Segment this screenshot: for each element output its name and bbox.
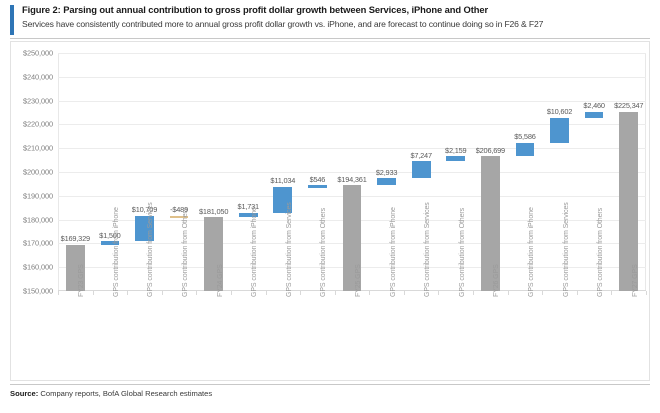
bar-value-label: $2,460	[583, 101, 605, 111]
y-axis-tick-label: $160,000	[22, 262, 53, 272]
increase-bar[interactable]	[515, 142, 535, 157]
source-note: Source: Company reports, BofA Global Res…	[10, 389, 212, 398]
y-axis-tick-label: $230,000	[22, 96, 53, 106]
x-axis-tick	[300, 291, 302, 295]
x-axis-category-label: GPS contribution from iPhone	[389, 207, 397, 297]
accent-bar-icon	[10, 5, 14, 35]
increase-bar[interactable]	[135, 215, 154, 242]
source-text: Company reports, BofA Global Research es…	[40, 389, 213, 398]
bar-value-label: $206,699	[475, 145, 505, 155]
x-axis-category-label: GPS contribution from iPhone	[527, 207, 535, 297]
bar-value-label: $10,709	[131, 205, 158, 215]
bar-value-label: -$489	[170, 205, 188, 215]
bar-value-label: $181,050	[199, 206, 229, 216]
x-axis-tick	[92, 291, 94, 295]
figure-title: Figure 2: Parsing out annual contributio…	[22, 4, 489, 15]
total-bar[interactable]	[481, 156, 500, 291]
increase-bar[interactable]	[273, 186, 293, 213]
increase-bar[interactable]	[377, 178, 396, 186]
increase-bar[interactable]	[584, 111, 604, 118]
x-axis-category-label: FY27 GPS	[631, 264, 639, 297]
bar-value-label: $5,586	[514, 132, 536, 142]
header-divider	[10, 38, 650, 39]
x-axis-tick	[646, 291, 647, 295]
increase-bar[interactable]	[446, 156, 466, 162]
x-axis-category-label: FY24 GPS	[216, 264, 224, 297]
x-axis-category-label: GPS contribution from Services	[147, 202, 155, 297]
x-axis-tick	[369, 291, 371, 295]
x-axis-category-label: GPS contribution from Others	[597, 207, 605, 297]
y-axis-tick-label: $170,000	[22, 238, 53, 248]
total-bar[interactable]	[342, 185, 362, 291]
bar-value-label: $1,500	[99, 230, 121, 240]
gridline	[58, 148, 646, 150]
bar-value-label: $7,247	[410, 150, 432, 160]
x-axis-tick	[265, 291, 267, 295]
x-axis-category-label: FY26 GPS	[493, 264, 501, 297]
y-axis-tick-label: $210,000	[22, 143, 53, 153]
x-axis-tick	[611, 291, 613, 295]
figure-header: Figure 2: Parsing out annual contributio…	[10, 4, 650, 40]
x-axis-tick	[196, 291, 198, 295]
x-axis-tick	[334, 291, 336, 295]
x-axis-tick	[230, 291, 232, 295]
gridline	[58, 124, 646, 126]
gridline	[58, 100, 646, 102]
x-axis-tick	[161, 291, 163, 295]
x-axis-tick	[438, 291, 440, 295]
increase-bar[interactable]	[550, 117, 569, 143]
y-axis-tick-label: $240,000	[22, 72, 53, 82]
x-axis-tick	[58, 291, 59, 295]
increase-bar[interactable]	[100, 241, 120, 245]
x-axis-category-label: GPS contribution from Others	[320, 207, 328, 297]
bar-value-label: $2,159	[445, 145, 467, 155]
increase-bar[interactable]	[238, 212, 258, 218]
bar-value-label: $546	[309, 174, 326, 184]
x-axis-tick	[542, 291, 544, 295]
total-bar[interactable]	[204, 217, 223, 291]
plot-area: $250,000 $240,000 $230,000 $220,000 $210,000…	[23, 49, 647, 297]
source-label: Source:	[10, 389, 39, 398]
gridline	[58, 53, 646, 54]
total-bar[interactable]	[65, 244, 85, 291]
gridline	[58, 172, 646, 173]
x-axis-category-label: FY23 GPS	[78, 264, 86, 297]
x-axis-category-label: GPS contribution from Others	[182, 207, 190, 297]
y-axis-tick-label: $190,000	[22, 191, 53, 201]
gridline	[58, 76, 646, 78]
y-axis-tick-label: $150,000	[22, 286, 53, 296]
increase-bar[interactable]	[308, 185, 327, 188]
x-axis-category-label: FY25 GPS	[355, 264, 362, 297]
bar-value-label: $11,034	[270, 176, 296, 186]
y-axis-tick-label: $200,000	[22, 167, 53, 177]
x-axis-tick	[507, 291, 509, 295]
chart-frame: $250,000 $240,000 $230,000 $220,000 $210,000…	[10, 41, 650, 381]
x-axis-category-label: GPS contribution from Services	[424, 202, 432, 297]
bar-value-label: $10,602	[546, 107, 573, 117]
footer-divider	[10, 384, 650, 385]
x-axis-tick	[473, 291, 475, 295]
x-axis-tick	[403, 291, 405, 295]
bar-value-label: $2,933	[375, 167, 398, 177]
x-axis-category-label: GPS contribution from Others	[458, 207, 466, 297]
y-axis-tick-label: $250,000	[22, 48, 53, 58]
bar-value-label: $194,361	[337, 174, 367, 184]
x-axis-category-label: GPS contribution from Services	[285, 202, 293, 297]
bar-value-label: $169,329	[60, 234, 90, 244]
decrease-bar[interactable]	[169, 215, 189, 219]
bar-value-label: $225,347	[614, 101, 644, 111]
bar-value-label: $1,731	[237, 202, 260, 212]
increase-bar[interactable]	[411, 161, 431, 179]
total-bar[interactable]	[619, 111, 639, 291]
x-axis-category-label: GPS contribution from Services	[562, 202, 570, 297]
x-axis-tick	[576, 291, 578, 295]
x-axis-category-label: GPS contribution from iPhone	[251, 207, 259, 297]
y-axis-tick-label: $220,000	[22, 119, 53, 129]
figure-subtitle: Services have consistently contributed m…	[22, 19, 544, 29]
x-axis-category-label: GPS contribution from iPhone	[112, 207, 120, 297]
x-axis-tick	[127, 291, 129, 295]
y-axis-tick-label: $180,000	[22, 215, 53, 225]
